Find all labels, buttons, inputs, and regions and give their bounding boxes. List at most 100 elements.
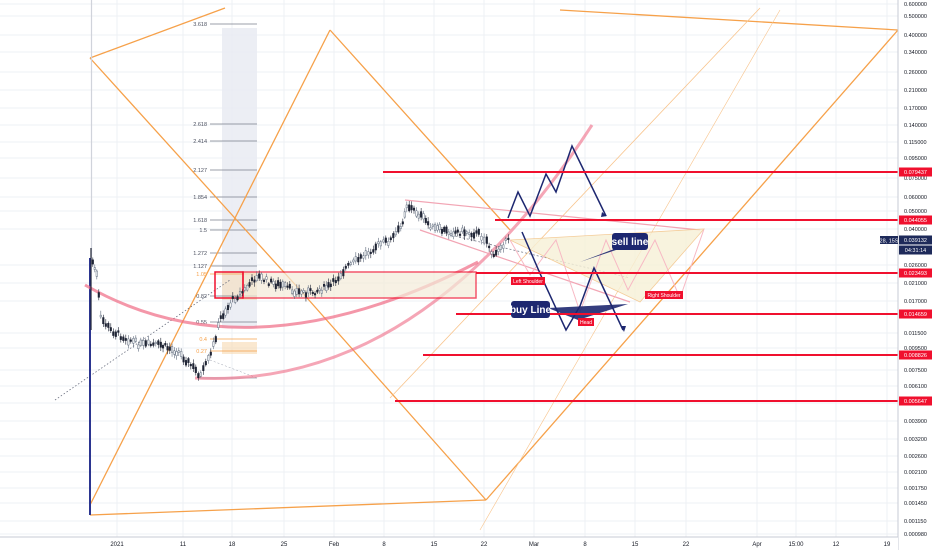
right-shoulder-label: Right Shoulder bbox=[647, 293, 680, 299]
candle bbox=[485, 236, 488, 244]
candle bbox=[199, 372, 202, 377]
y-tick-label: 0.210000 bbox=[904, 88, 927, 94]
candle bbox=[166, 346, 169, 351]
dotted-trendline bbox=[54, 279, 231, 401]
x-tick-label: Mar bbox=[529, 542, 539, 548]
candle bbox=[122, 336, 125, 341]
candle bbox=[281, 281, 284, 288]
fib-level-label: 2.127 bbox=[193, 168, 207, 174]
candle bbox=[132, 338, 135, 344]
candle bbox=[149, 343, 152, 347]
x-tick-label: 15 bbox=[431, 542, 438, 548]
candle bbox=[427, 221, 430, 226]
candle bbox=[316, 289, 319, 293]
projection-up-arrow bbox=[601, 212, 607, 217]
left-shoulder-box bbox=[511, 277, 545, 285]
left-shoulder-label: Left Shoulder bbox=[513, 279, 543, 285]
candle bbox=[102, 317, 105, 325]
projection-up bbox=[507, 144, 607, 219]
candle bbox=[504, 238, 507, 241]
candle bbox=[325, 285, 328, 291]
candle bbox=[342, 269, 345, 277]
y-tick-label: 0.050000 bbox=[904, 209, 927, 215]
candle bbox=[300, 290, 303, 295]
x-tick-label: 2021 bbox=[110, 542, 124, 548]
candle bbox=[475, 230, 478, 234]
y-tick-label: 0.600000 bbox=[904, 2, 927, 8]
time-axis-bg bbox=[0, 537, 898, 550]
candle bbox=[337, 276, 340, 282]
candle bbox=[379, 241, 382, 247]
candle bbox=[472, 232, 476, 239]
x-tick-label: 12 bbox=[833, 542, 840, 548]
candle bbox=[109, 327, 112, 331]
candle bbox=[187, 358, 190, 363]
time-axis[interactable]: 2021 11 18 25 Feb 8 15 22 Mar 8 15 22 Apr 15:00 12 19 bbox=[110, 542, 891, 548]
channel-top bbox=[404, 199, 701, 231]
candle bbox=[387, 241, 390, 246]
price-label: 0.005647 bbox=[904, 399, 927, 405]
candle bbox=[320, 289, 323, 294]
candle bbox=[495, 249, 498, 256]
projection-down-arrow bbox=[621, 326, 626, 332]
y-tick-label: 0.400000 bbox=[904, 33, 927, 39]
candle bbox=[253, 279, 256, 283]
y-tick-label: 0.260000 bbox=[904, 70, 927, 76]
candle bbox=[194, 366, 197, 373]
pitchfork-line bbox=[89, 499, 487, 516]
candle bbox=[403, 211, 406, 218]
y-tick-label: 0.002600 bbox=[904, 454, 927, 460]
candle bbox=[209, 351, 212, 356]
candle bbox=[258, 273, 261, 279]
candle bbox=[267, 283, 270, 286]
candle bbox=[463, 229, 466, 237]
candle bbox=[270, 278, 273, 283]
fib-level-label: 1.618 bbox=[193, 218, 207, 224]
candle bbox=[162, 345, 165, 349]
fib-extension: 3.618 2.618 2.414 2.127 1.854 1.618 1.5 1.272 1.… bbox=[193, 22, 258, 379]
candle bbox=[262, 279, 266, 282]
price-label-bg bbox=[899, 167, 932, 177]
candle bbox=[314, 293, 317, 296]
candle bbox=[431, 224, 434, 227]
candle bbox=[93, 267, 96, 270]
candle bbox=[499, 245, 502, 250]
candle bbox=[399, 226, 402, 229]
x-tick-label: 8 bbox=[382, 542, 386, 548]
candle bbox=[255, 275, 258, 281]
price-label: 0.044055 bbox=[904, 218, 927, 224]
fib-zone-orange-low bbox=[222, 342, 257, 354]
y-tick-label: 0.075000 bbox=[904, 176, 927, 182]
candle bbox=[177, 350, 180, 353]
candle bbox=[352, 259, 355, 263]
x-tick-label: 18 bbox=[229, 542, 236, 548]
candle bbox=[329, 283, 332, 287]
price-axis[interactable]: 0.600000 0.500000 0.400000 0.340000 0.260000… bbox=[899, 2, 932, 538]
pitchfork-line bbox=[329, 29, 511, 231]
candle bbox=[357, 257, 360, 263]
candle bbox=[246, 285, 249, 291]
candle bbox=[465, 231, 468, 234]
candle bbox=[369, 251, 372, 254]
buy-line-pointer bbox=[548, 304, 628, 320]
candle bbox=[219, 315, 222, 319]
candle bbox=[490, 251, 493, 255]
candle bbox=[272, 281, 275, 285]
y-tick-label: 0.017000 bbox=[904, 299, 927, 305]
candle bbox=[417, 213, 420, 219]
projection-paths bbox=[507, 144, 628, 332]
x-tick-label: 15 bbox=[632, 542, 639, 548]
y-tick-label: 0.040000 bbox=[904, 227, 927, 233]
candle bbox=[197, 373, 200, 379]
candle bbox=[424, 217, 427, 224]
candle bbox=[364, 250, 367, 256]
candle bbox=[507, 237, 510, 240]
symbol-tag: 28, 15S bbox=[880, 239, 899, 245]
candle bbox=[248, 282, 251, 287]
candle bbox=[222, 313, 225, 319]
candle bbox=[295, 288, 298, 295]
candle bbox=[470, 232, 473, 238]
price-label: 0.023493 bbox=[904, 271, 927, 277]
y-tick-label: 0.007500 bbox=[904, 368, 927, 374]
